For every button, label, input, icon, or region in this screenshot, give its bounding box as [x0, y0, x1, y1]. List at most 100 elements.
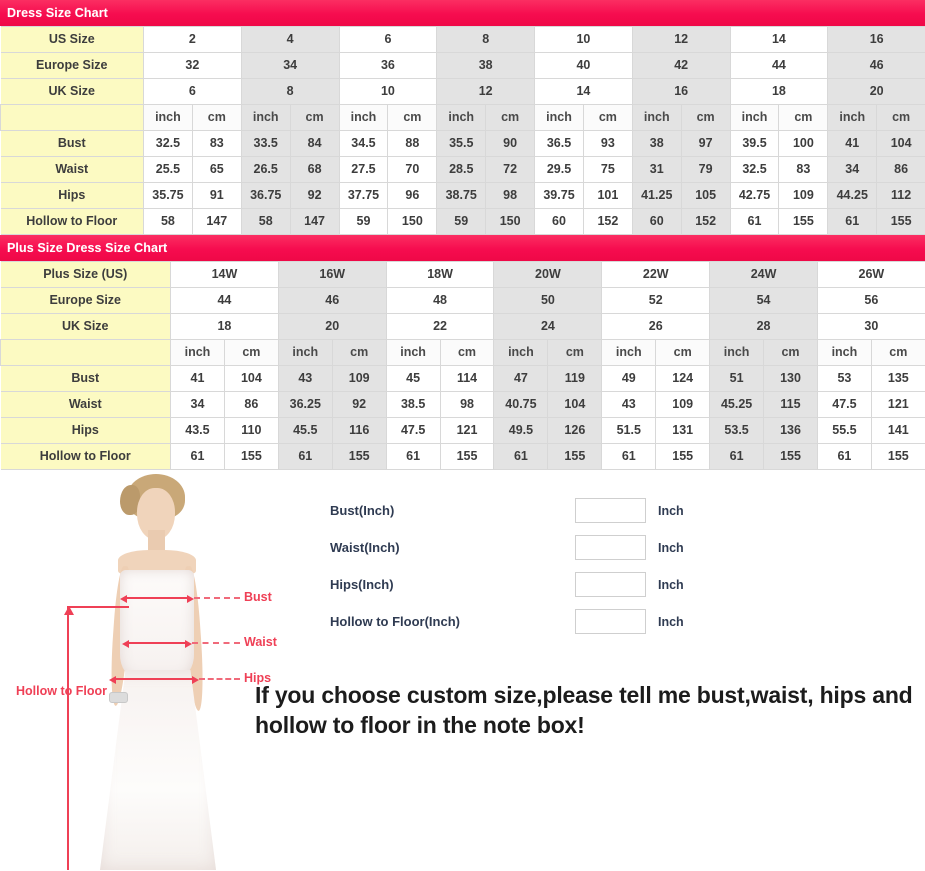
unit-inch-7: inch — [827, 104, 878, 131]
plus-waist-inch-2: 38.5 — [385, 391, 441, 418]
bust-field-label: Bust(Inch) — [330, 503, 395, 518]
cell-eu-size-4: 40 — [534, 52, 633, 79]
plus-htf-cm-6: 155 — [870, 443, 925, 470]
unit-inch-0: inch — [143, 104, 193, 131]
plus-cell-us-size-6: 26W — [816, 261, 925, 288]
plus-waist-cm-5: 115 — [763, 391, 818, 418]
plus-waist-inch-6: 47.5 — [816, 391, 872, 418]
form-row-hips: Hips(Inch) Inch — [330, 566, 730, 603]
hips-cm-7: 112 — [876, 182, 925, 209]
dress-model-illustration: Bust Waist Hips — [8, 470, 308, 870]
hips-input[interactable] — [575, 572, 646, 597]
unit-inch-4: inch — [534, 104, 584, 131]
plus-cell-us-size-0: 14W — [170, 261, 279, 288]
plus-waist-cm-3: 104 — [547, 391, 603, 418]
plus-cell-eu-size-2: 48 — [385, 287, 495, 314]
hips-measure-arrow-icon — [109, 675, 199, 684]
measurement-guide-section: Bust Waist Hips Hollow to Floor Bust(Inc… — [0, 470, 925, 870]
hips-cm-1: 92 — [289, 182, 340, 209]
plus-htf-cm-4: 155 — [655, 443, 711, 470]
cell-uk-size-0: 6 — [143, 78, 242, 105]
waist-cm-1: 68 — [289, 156, 340, 183]
waist-leader-line — [192, 642, 240, 644]
plus-table-body: Plus Size (US) 14W 16W 18W 20W 22W 24W 2… — [0, 261, 925, 470]
hips-cm-0: 91 — [191, 182, 242, 209]
plus-cell-us-size-3: 20W — [493, 261, 603, 288]
plus-cell-eu-size-4: 52 — [601, 287, 711, 314]
plus-hips-inch-0: 43.5 — [170, 417, 225, 444]
plus-htf-inch-3: 61 — [493, 443, 549, 470]
plus-hips-cm-0: 110 — [223, 417, 279, 444]
hollow-to-floor-unit-label: Inch — [658, 614, 684, 629]
htf-inch-2: 59 — [338, 208, 389, 235]
plus-row-label-hips: Hips — [0, 417, 171, 444]
plus-waist-inch-4: 43 — [601, 391, 657, 418]
bust-cm-1: 84 — [289, 130, 340, 157]
plus-cell-eu-size-0: 44 — [170, 287, 279, 314]
form-row-bust: Bust(Inch) Inch — [330, 492, 730, 529]
cell-eu-size-0: 32 — [143, 52, 242, 79]
unit-cm-2: cm — [387, 104, 438, 131]
cell-uk-size-2: 10 — [338, 78, 438, 105]
plus-bust-cm-2: 114 — [439, 365, 495, 392]
plus-bust-cm-5: 130 — [763, 365, 818, 392]
plus-unit-inch-2: inch — [385, 339, 441, 366]
hips-unit-label: Inch — [658, 577, 684, 592]
plus-waist-inch-3: 40.75 — [493, 391, 549, 418]
unit-cm-1: cm — [289, 104, 340, 131]
plus-htf-cm-5: 155 — [763, 443, 818, 470]
plus-hips-cm-3: 126 — [547, 417, 603, 444]
plus-chart-title: Plus Size Dress Size Chart — [7, 241, 168, 255]
row-label-hollow-to-floor: Hollow to Floor — [0, 208, 144, 235]
plus-table-row-hips: Hips 43.5 110 45.5 116 47.5 121 49.5 126… — [0, 417, 925, 444]
htf-inch-1: 58 — [240, 208, 291, 235]
bust-inch-3: 35.5 — [436, 130, 487, 157]
unit-inch-1: inch — [240, 104, 291, 131]
waist-measure-arrow-icon — [122, 639, 192, 648]
form-row-hollow-to-floor: Hollow to Floor(Inch) Inch — [330, 603, 730, 640]
plus-htf-inch-2: 61 — [385, 443, 441, 470]
htf-cm-1: 147 — [289, 208, 340, 235]
table-row-units: inch cm inch cm inch cm inch cm inch cm … — [0, 104, 925, 131]
table-row-europe-size: Europe Size 32 34 36 38 40 42 44 46 — [0, 52, 925, 79]
plus-unit-inch-4: inch — [601, 339, 657, 366]
bust-cm-0: 83 — [191, 130, 242, 157]
cell-eu-size-3: 38 — [436, 52, 536, 79]
plus-hips-cm-4: 131 — [655, 417, 711, 444]
bust-leader-line — [194, 597, 240, 599]
htf-inch-3: 59 — [436, 208, 487, 235]
hips-leader-line — [199, 678, 240, 680]
plus-cell-uk-size-2: 22 — [385, 313, 495, 340]
waist-callout-label: Waist — [244, 635, 277, 649]
hollow-to-floor-input[interactable] — [575, 609, 646, 634]
plus-hips-cm-2: 121 — [439, 417, 495, 444]
waist-inch-1: 26.5 — [240, 156, 291, 183]
plus-row-label-hollow-to-floor: Hollow to Floor — [0, 443, 171, 470]
hips-cm-5: 105 — [680, 182, 731, 209]
plus-cell-eu-size-3: 50 — [493, 287, 603, 314]
bust-measure-arrow-icon — [120, 594, 194, 603]
plus-hips-inch-6: 55.5 — [816, 417, 872, 444]
cell-uk-size-7: 20 — [827, 78, 925, 105]
hips-cm-4: 101 — [582, 182, 633, 209]
plus-cell-uk-size-6: 30 — [816, 313, 925, 340]
unit-cm-3: cm — [485, 104, 536, 131]
plus-cell-uk-size-5: 28 — [709, 313, 818, 340]
htf-inch-5: 60 — [631, 208, 682, 235]
plus-cell-eu-size-1: 46 — [277, 287, 387, 314]
waist-input[interactable] — [575, 535, 646, 560]
plus-hips-cm-6: 141 — [870, 417, 925, 444]
row-label-europe-size: Europe Size — [0, 52, 144, 79]
plus-htf-cm-1: 155 — [331, 443, 387, 470]
plus-hips-inch-4: 51.5 — [601, 417, 657, 444]
bust-input[interactable] — [575, 498, 646, 523]
plus-table-row-us-size: Plus Size (US) 14W 16W 18W 20W 22W 24W 2… — [0, 261, 925, 288]
plus-table-row-units: inch cm inch cm inch cm inch cm inch cm … — [0, 339, 925, 366]
plus-unit-inch-3: inch — [493, 339, 549, 366]
plus-unit-cm-5: cm — [763, 339, 818, 366]
unit-inch-5: inch — [631, 104, 682, 131]
form-row-waist: Waist(Inch) Inch — [330, 529, 730, 566]
htf-cm-3: 150 — [485, 208, 536, 235]
plus-cell-uk-size-1: 20 — [277, 313, 387, 340]
unit-cm-6: cm — [778, 104, 829, 131]
